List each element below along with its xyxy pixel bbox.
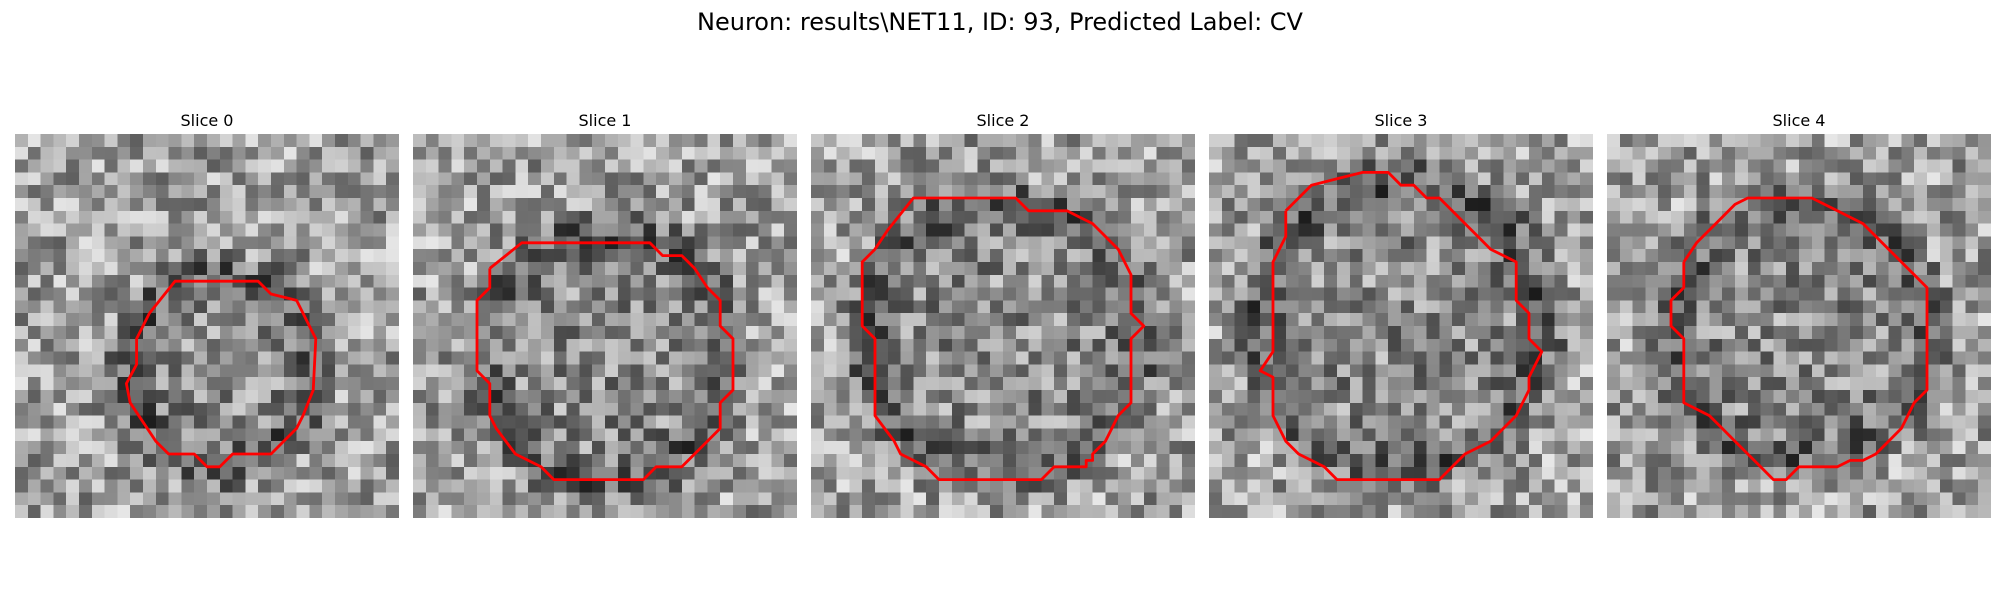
slice-title-4: Slice 4 — [1607, 110, 1991, 132]
slice-image-3 — [1209, 134, 1593, 518]
slice-pixels-2 — [811, 134, 1195, 518]
slice-pixels-3 — [1209, 134, 1593, 518]
slice-title-2: Slice 2 — [811, 110, 1195, 132]
figure-title: Neuron: results\NET11, ID: 93, Predicted… — [0, 6, 2000, 38]
slice-image-0 — [15, 134, 399, 518]
slice-title-3: Slice 3 — [1209, 110, 1593, 132]
slice-image-1 — [413, 134, 797, 518]
slice-pixels-4 — [1607, 134, 1991, 518]
slice-title-1: Slice 1 — [413, 110, 797, 132]
slice-title-0: Slice 0 — [15, 110, 399, 132]
slice-pixels-1 — [413, 134, 797, 518]
slice-image-4 — [1607, 134, 1991, 518]
slice-pixels-0 — [15, 134, 399, 518]
slice-image-2 — [811, 134, 1195, 518]
